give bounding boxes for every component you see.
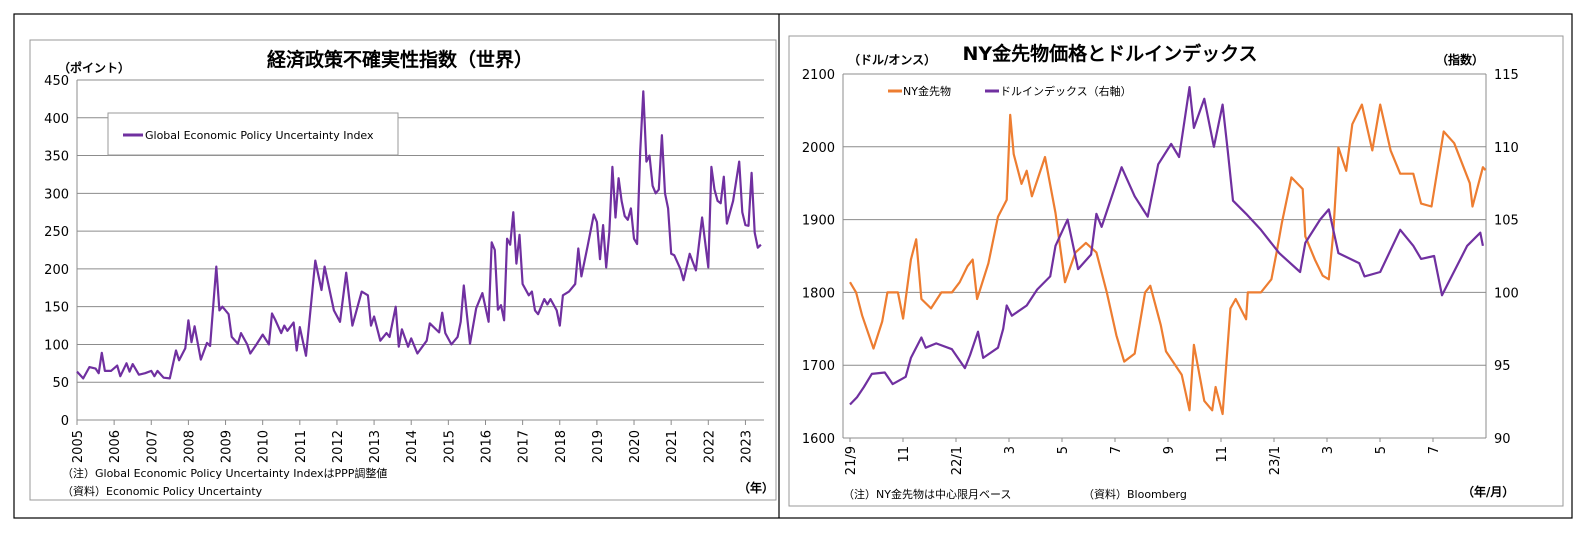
x-tick-label: 7 — [1427, 446, 1442, 454]
x-tick-label: 9 — [1162, 446, 1177, 454]
y-tick-label: 0 — [61, 414, 69, 429]
y-tick-label: 250 — [44, 225, 69, 240]
note: （注）NY金先物は中心限月ベース — [843, 487, 1011, 501]
chart-title: NY金先物価格とドルインデックス — [962, 42, 1257, 65]
x-tick-label: 2022 — [702, 430, 717, 463]
x-tick-label: 2020 — [628, 430, 643, 463]
legend: Global Economic Policy Uncertainty Index — [107, 112, 399, 156]
chart-gold-dollar: 1600170018001900200021009095100105110115… — [788, 35, 1564, 507]
x-axis-label: （年） — [738, 480, 774, 495]
y-axis-label: （ドル/オンス） — [848, 52, 936, 67]
legend-label: Global Economic Policy Uncertainty Index — [145, 129, 374, 142]
x-tick-label: 21/9 — [844, 446, 859, 475]
series-line-gold — [849, 103, 1487, 416]
y-tick-label: 1600 — [802, 432, 835, 447]
x-tick-label: 2018 — [554, 430, 569, 463]
series-line-epu — [76, 90, 762, 380]
x-tick-label: 7 — [1109, 446, 1124, 454]
x-tick-label: 3 — [1321, 446, 1336, 454]
y2-tick-label: 95 — [1494, 359, 1511, 374]
y-tick-label: 1800 — [802, 286, 835, 301]
legend: NY金先物 ドルインデックス（右軸） — [888, 84, 1132, 98]
y-axis-label: （ポイント） — [58, 60, 130, 75]
source: （資料）Economic Policy Uncertainty — [62, 484, 263, 498]
y-tick-label: 2100 — [802, 68, 835, 83]
legend-label-gold: NY金先物 — [903, 84, 951, 98]
x-tick-label: 2023 — [739, 430, 754, 463]
y-tick-label: 200 — [44, 263, 69, 278]
y-tick-label: 450 — [44, 74, 69, 89]
legend-label-dollar: ドルインデックス（右軸） — [1000, 84, 1132, 98]
x-axis-label: （年/月） — [1462, 484, 1514, 499]
note: （注）Global Economic Policy Uncertainty In… — [62, 466, 387, 480]
y2-tick-label: 105 — [1494, 214, 1519, 229]
y-tick-label: 1900 — [802, 214, 835, 229]
y-tick-label: 1700 — [802, 359, 835, 374]
x-tick-label: 22/1 — [950, 446, 965, 475]
chart-epu: 0 50 100 150 200 250 300 350 400 450 2005 2006 2007 2… — [29, 39, 777, 501]
y2-tick-label: 115 — [1494, 68, 1519, 83]
x-tick-label: 2021 — [665, 430, 680, 463]
x-tick-label: 2014 — [405, 430, 420, 463]
y-tick-label: 2000 — [802, 141, 835, 156]
x-tick-label: 2016 — [479, 430, 494, 463]
x-tick-label: 23/1 — [1268, 446, 1283, 475]
x-tick-label: 11 — [1215, 446, 1230, 463]
x-tick-label: 2009 — [220, 430, 235, 463]
y-tick-label: 300 — [44, 187, 69, 202]
y2-tick-label: 110 — [1494, 141, 1519, 156]
y2-tick-label: 90 — [1494, 432, 1511, 447]
chart-area-frame — [29, 39, 777, 501]
y-tick-label: 50 — [52, 376, 69, 391]
x-tick-label: 2012 — [331, 430, 346, 463]
x-tick-label: 2006 — [108, 430, 123, 463]
chart-title: 経済政策不確実性指数（世界） — [267, 48, 533, 71]
x-tick-label: 3 — [1003, 446, 1018, 454]
chart-area-frame — [788, 35, 1564, 507]
y2-tick-label: 100 — [1494, 286, 1519, 301]
x-tick-label: 2007 — [145, 430, 160, 463]
x-tick-label: 2019 — [591, 430, 606, 463]
series-line-dollar-index — [849, 86, 1484, 406]
y-tick-label: 100 — [44, 338, 69, 353]
x-tick-label: 2008 — [182, 430, 197, 463]
x-tick-label: 5 — [1056, 446, 1071, 454]
y2-axis-label: （指数） — [1436, 52, 1484, 67]
x-tick-label: 2017 — [517, 430, 532, 463]
x-tick-label: 2010 — [257, 430, 272, 463]
x-tick-label: 11 — [897, 446, 912, 463]
source: （資料）Bloomberg — [1083, 487, 1187, 501]
y-tick-label: 350 — [44, 150, 69, 165]
x-tick-label: 2013 — [368, 430, 383, 463]
x-tick-label: 2011 — [294, 430, 309, 463]
y-tick-label: 400 — [44, 112, 69, 127]
x-tick-label: 5 — [1374, 446, 1389, 454]
legend-box — [107, 112, 399, 156]
outer-frame — [13, 13, 1573, 519]
y-tick-label: 150 — [44, 301, 69, 316]
x-tick-label: 2015 — [442, 430, 457, 463]
x-tick-label: 2005 — [71, 430, 86, 463]
